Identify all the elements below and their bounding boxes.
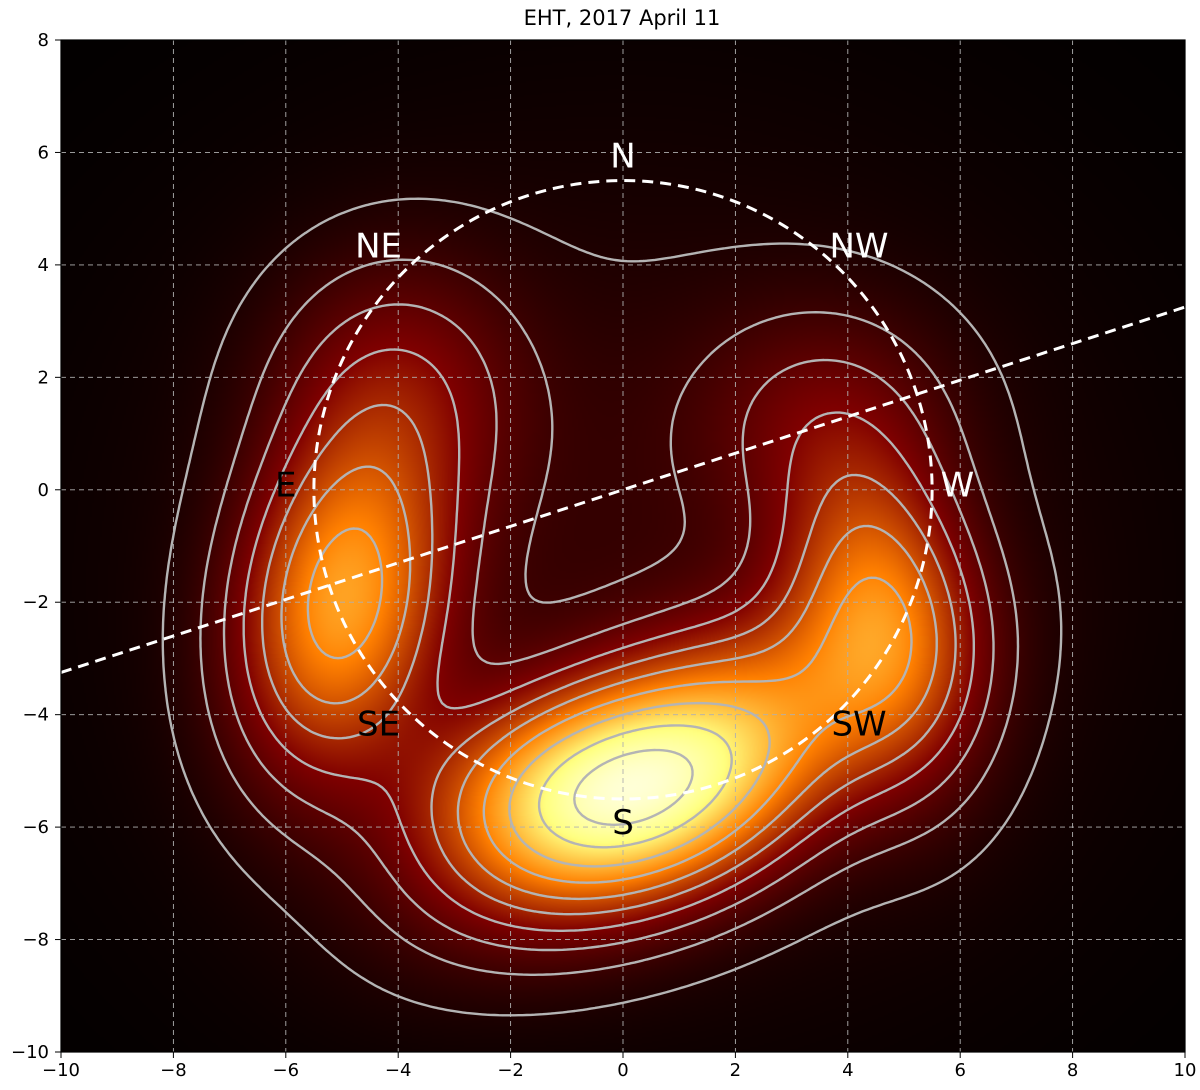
contour-lines [161, 197, 1063, 1017]
direction-label-sw: SW [831, 704, 886, 744]
reference-ring [312, 179, 934, 801]
direction-label-w: W [941, 465, 975, 505]
direction-label-n: N [610, 137, 635, 177]
axes: −10 −8 −6 −4 −2 0 2 4 6 8 10 −10 −8 −6 −4 −2 0 2 4 6 8 [11, 30, 1196, 1081]
direction-label-ne: NE [355, 227, 402, 267]
y-tick-label: −4 [22, 705, 49, 726]
y-tick-label: 8 [38, 30, 49, 51]
grid-lines [61, 40, 1185, 1052]
contour-line [161, 197, 1063, 1017]
overlay-lines [61, 179, 1185, 801]
x-tick-label: 4 [842, 1060, 853, 1081]
contour-line [222, 303, 995, 952]
contour-line [573, 748, 694, 826]
x-tick-label: −8 [160, 1060, 187, 1081]
contour-line [199, 258, 1020, 976]
chart-title: EHT, 2017 April 11 [524, 6, 721, 30]
y-tick-label: −8 [22, 930, 49, 951]
x-tick-label: −10 [42, 1060, 80, 1081]
x-tick-label: 2 [730, 1060, 741, 1081]
contour-line [242, 348, 975, 932]
y-tick-label: 6 [38, 142, 49, 163]
direction-label-se: SE [357, 704, 400, 744]
direction-label-nw: NW [830, 227, 889, 267]
contour-line [280, 465, 938, 901]
contour-line [306, 527, 913, 884]
contour-line [261, 403, 957, 916]
x-tick-label: −6 [273, 1060, 300, 1081]
contour-line [537, 724, 733, 849]
direction-labels: N NE NW E W SE SW S [275, 137, 974, 843]
x-tick-label: 10 [1174, 1060, 1197, 1081]
x-tick-label: −2 [497, 1060, 524, 1081]
x-tick-label: −4 [385, 1060, 412, 1081]
direction-label-s: S [612, 803, 634, 843]
y-tick-label: 2 [38, 367, 49, 388]
x-tick-label: 6 [954, 1060, 965, 1081]
y-tick-label: 0 [38, 480, 49, 501]
y-tick-label: 4 [38, 255, 49, 276]
direction-label-e: E [275, 465, 296, 505]
y-tick-label: −2 [22, 592, 49, 613]
contour-line [508, 701, 771, 868]
y-tick-label: −6 [22, 817, 49, 838]
plot-area: N NE NW E W SE SW S [61, 40, 1185, 1052]
x-tick-label: 0 [617, 1060, 628, 1081]
y-tick-label: −10 [11, 1042, 49, 1063]
x-tick-label: 8 [1067, 1060, 1078, 1081]
